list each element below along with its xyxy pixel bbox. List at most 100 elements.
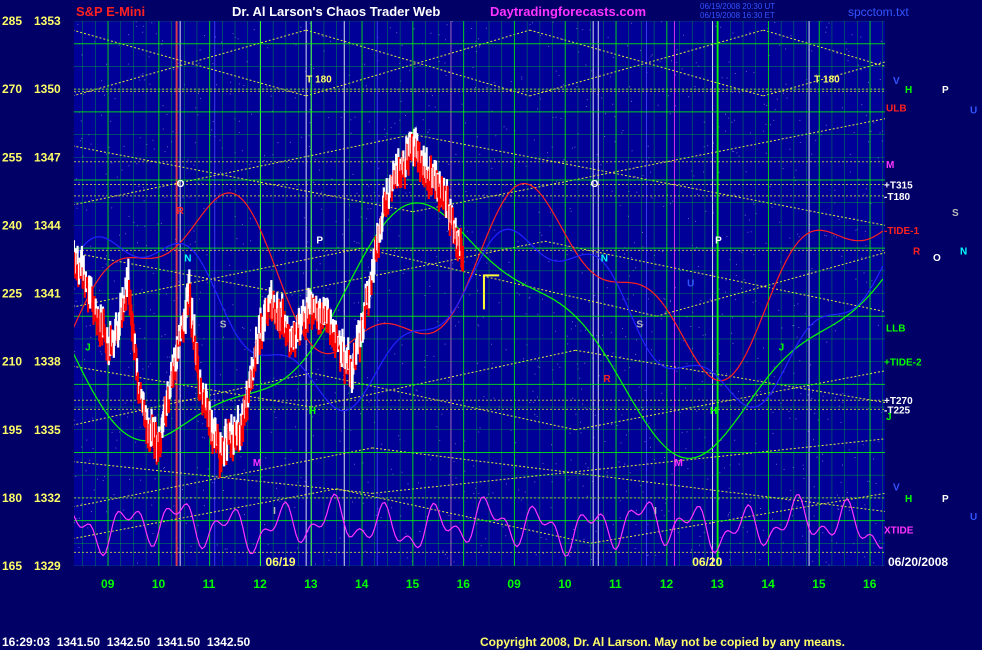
in-plot-label: T 180 bbox=[306, 74, 332, 85]
x-tick-label: 10 bbox=[558, 577, 572, 591]
flux-mesh-line bbox=[74, 372, 312, 426]
flux-label: +TIDE-2 bbox=[884, 358, 922, 369]
instrument-title: S&P E-Mini bbox=[76, 4, 145, 19]
flux-mesh-line bbox=[372, 438, 885, 494]
y-price-tick-label: 1353 bbox=[34, 14, 61, 28]
in-plot-label: H bbox=[309, 406, 316, 417]
session-date-label: 06/20 bbox=[692, 555, 722, 569]
y-price-tick-label: 1332 bbox=[34, 491, 61, 505]
flux-mesh-line bbox=[285, 240, 546, 294]
copyright-notice: Copyright 2008, Dr. Al Larson. May not b… bbox=[480, 635, 845, 649]
in-plot-label: P bbox=[715, 236, 722, 247]
in-plot-label: P bbox=[316, 236, 323, 247]
flux-mesh-line bbox=[311, 372, 576, 431]
y-outer-tick-label: 180 bbox=[2, 491, 22, 505]
in-plot-label: J bbox=[779, 342, 785, 353]
in-plot-label: O bbox=[177, 179, 185, 190]
y-outer-tick-label: 210 bbox=[2, 355, 22, 369]
in-plot-label: J bbox=[85, 342, 91, 353]
x-tick-label: 13 bbox=[304, 577, 318, 591]
in-plot-label: U bbox=[687, 279, 694, 290]
flux-mesh-line bbox=[311, 349, 576, 408]
x-tick-label: 15 bbox=[406, 577, 420, 591]
x-tick-label: 16 bbox=[863, 577, 877, 591]
x-tick-label: 11 bbox=[203, 577, 216, 591]
in-plot-label: I bbox=[273, 506, 276, 517]
x-tick-label: 11 bbox=[609, 577, 622, 591]
y-price-tick-label: 1347 bbox=[34, 150, 61, 164]
flux-label: U bbox=[970, 512, 977, 523]
blue-flux-curve bbox=[74, 228, 884, 412]
flux-label: H bbox=[905, 494, 912, 505]
y-outer-tick-label: 195 bbox=[2, 423, 22, 437]
y-outer-tick-label: 225 bbox=[2, 287, 22, 301]
x-tick-label: 14 bbox=[761, 577, 775, 591]
flux-label: +T315 bbox=[884, 181, 913, 192]
flux-mesh-line bbox=[361, 247, 657, 317]
y-price-tick-label: 1335 bbox=[34, 423, 61, 437]
y-price-tick-label: 1350 bbox=[34, 82, 61, 96]
in-plot-label: M bbox=[253, 458, 261, 469]
x-tick-label: 09 bbox=[101, 577, 115, 591]
flux-label: P bbox=[942, 85, 949, 96]
in-plot-label: T 180 bbox=[814, 74, 840, 85]
session-date-label: 06/19 bbox=[266, 555, 296, 569]
flux-label: XTIDE bbox=[884, 526, 914, 537]
in-plot-label: N bbox=[184, 254, 191, 265]
x-tick-label: 14 bbox=[355, 577, 369, 591]
in-plot-label: R bbox=[177, 206, 185, 217]
flux-mesh-line bbox=[74, 145, 413, 213]
session-end-marker bbox=[482, 274, 500, 310]
flux-mesh-line bbox=[590, 492, 885, 544]
in-plot-label: N bbox=[601, 254, 608, 265]
flux-mesh-line bbox=[763, 61, 885, 97]
flux-label: P bbox=[942, 494, 949, 505]
flux-mesh-line bbox=[529, 29, 764, 97]
y-outer-tick-label: 165 bbox=[2, 559, 22, 573]
quote-line: 16:29:03 1341.50 1342.50 1341.50 1342.50 bbox=[2, 635, 251, 649]
chart-date-label: 06/20/2008 bbox=[888, 555, 948, 569]
flux-label: LLB bbox=[886, 324, 905, 335]
in-plot-label: O bbox=[591, 179, 599, 190]
red-flux-curve bbox=[74, 182, 884, 382]
flux-label: O bbox=[933, 253, 941, 264]
y-price-tick-label: 1344 bbox=[34, 218, 61, 232]
x-tick-label: 12 bbox=[660, 577, 674, 591]
in-plot-label: I bbox=[654, 506, 657, 517]
x-tick-label: 15 bbox=[812, 577, 826, 591]
flux-mesh-line bbox=[544, 240, 885, 313]
y-outer-tick-label: 285 bbox=[2, 14, 22, 28]
flux-label: M bbox=[886, 160, 894, 171]
y-outer-tick-label: 240 bbox=[2, 218, 22, 232]
flux-label: S bbox=[952, 208, 959, 219]
x-tick-label: 16 bbox=[457, 577, 471, 591]
flux-label: +T270 bbox=[884, 396, 913, 407]
flux-mesh-line bbox=[763, 29, 885, 67]
flux-label: V bbox=[893, 76, 900, 87]
flux-label: R bbox=[913, 246, 921, 257]
in-plot-label: H bbox=[710, 406, 717, 417]
x-tick-label: 12 bbox=[253, 577, 267, 591]
timestamp-et: 06/19/2008 16:30 ET bbox=[700, 11, 775, 20]
in-plot-label: M bbox=[674, 458, 682, 469]
flux-mesh-line bbox=[74, 488, 337, 539]
in-plot-label: R bbox=[603, 374, 611, 385]
timestamp-ut: 06/19/2008 20:30 UT bbox=[700, 2, 775, 11]
x-tick-label: 13 bbox=[711, 577, 725, 591]
flux-label: ULB bbox=[886, 103, 907, 114]
y-price-tick-label: 1341 bbox=[34, 287, 61, 301]
y-price-tick-label: 1329 bbox=[34, 559, 61, 573]
flux-mesh-line bbox=[656, 252, 885, 317]
y-outer-tick-label: 255 bbox=[2, 150, 22, 164]
flux-label: -TIDE-1 bbox=[884, 226, 919, 237]
site-title: Dr. Al Larson's Chaos Trader Web bbox=[232, 4, 440, 19]
xtide-curve bbox=[74, 493, 883, 557]
flux-mesh-line bbox=[74, 134, 413, 206]
flux-label: V bbox=[893, 483, 900, 494]
site-url[interactable]: Daytradingforecasts.com bbox=[490, 4, 646, 19]
flux-mesh-line bbox=[306, 29, 530, 97]
flux-mesh-line bbox=[74, 447, 373, 508]
flux-mesh-line bbox=[74, 29, 307, 97]
